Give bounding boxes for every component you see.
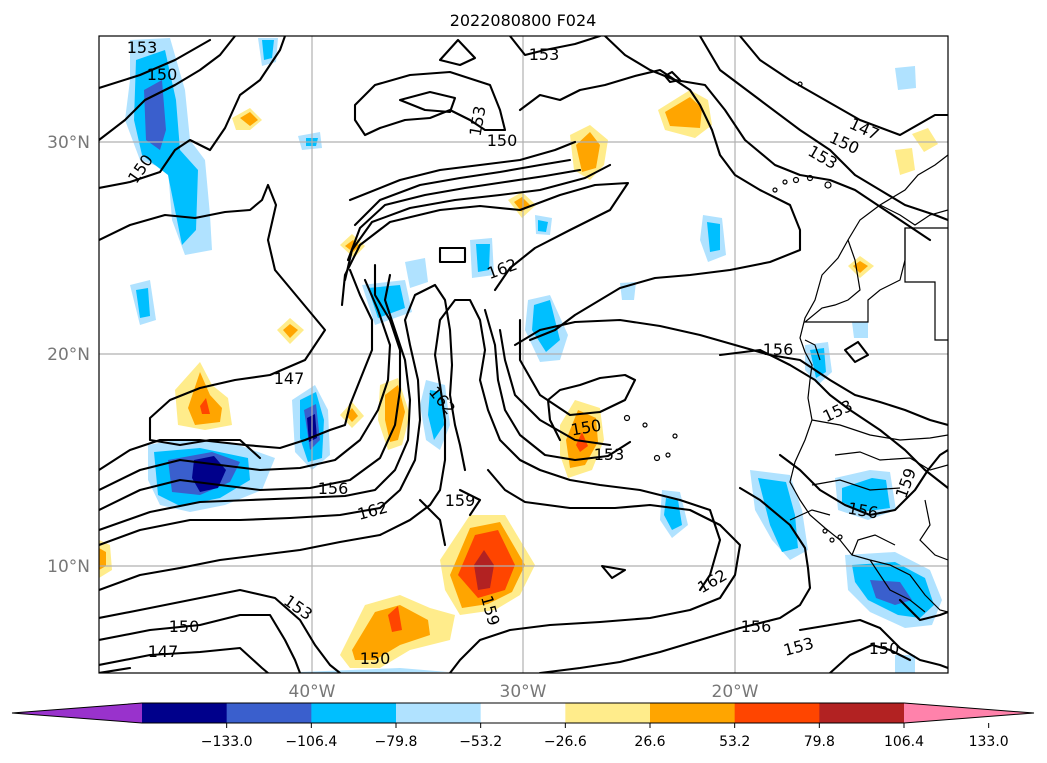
- contour-label: 150: [169, 617, 200, 636]
- contour-label: 147: [148, 642, 179, 661]
- lon-label: 40°W: [289, 682, 336, 702]
- contour-label: 156: [741, 617, 772, 636]
- colorbar-outline: [11, 702, 1035, 724]
- colorbar-tick-label: 133.0: [969, 734, 1009, 750]
- longitude-labels: 40°W 30°W 20°W: [289, 682, 759, 702]
- colorbar-extend-max: [904, 703, 1034, 723]
- colorbar-segment: [819, 703, 905, 723]
- lat-label: 20°N: [47, 345, 90, 365]
- contour-label: 150: [487, 131, 518, 150]
- latitude-labels: 30°N 20°N 10°N: [47, 133, 90, 577]
- contour-lines: [99, 36, 948, 673]
- colorbar-segment: [480, 703, 566, 723]
- lon-label: 30°W: [500, 682, 547, 702]
- colorbar-tick-label: −106.4: [285, 734, 337, 750]
- contour-label: 150: [360, 649, 391, 668]
- colorbar-tick-label: −53.2: [459, 734, 502, 750]
- colorbar-segment: [734, 703, 820, 723]
- contour-label: 153: [529, 45, 560, 64]
- positive-anomaly-extreme: [474, 550, 494, 590]
- coastlines: [623, 81, 948, 613]
- colorbar-segment: [565, 703, 651, 723]
- colorbar-tick-label: 53.2: [719, 734, 750, 750]
- contour-label: 156: [763, 340, 794, 359]
- contour-label: 153: [127, 38, 158, 57]
- contour-label: 150: [869, 639, 900, 658]
- colorbar-tick-label: −133.0: [201, 734, 253, 750]
- lon-label: 20°W: [712, 682, 759, 702]
- contour-label: 156: [318, 479, 349, 498]
- contour-label: 159: [445, 491, 476, 510]
- colorbar-segment: [311, 703, 397, 723]
- colorbar-tick-label: 106.4: [884, 734, 924, 750]
- colorbar-segment: [396, 703, 482, 723]
- colorbar-tick-label: −26.6: [544, 734, 587, 750]
- map-title: 2022080800 F024: [450, 11, 597, 30]
- colorbar-segment: [226, 703, 312, 723]
- colorbar-segment: [650, 703, 736, 723]
- colorbar-tick-label: 79.8: [804, 734, 835, 750]
- contour-label: 153: [594, 445, 625, 464]
- colorbar-tick-label: −79.8: [375, 734, 418, 750]
- contour-label: 150: [147, 65, 178, 84]
- colorbar: −133.0 −106.4 −79.8 −53.2 −26.6 26.6 53.2 79.8 1…: [11, 702, 1035, 750]
- map-frame: [98, 35, 949, 674]
- lat-label: 30°N: [47, 133, 90, 153]
- colorbar-extend-min: [12, 703, 142, 723]
- lat-label: 10°N: [47, 557, 90, 577]
- contour-label: 147: [274, 369, 305, 388]
- map-area: 153 150 150 153 150 153 162 147 150 153 …: [99, 36, 948, 673]
- colorbar-tick-label: 26.6: [634, 734, 665, 750]
- colorbar-segment: [142, 703, 228, 723]
